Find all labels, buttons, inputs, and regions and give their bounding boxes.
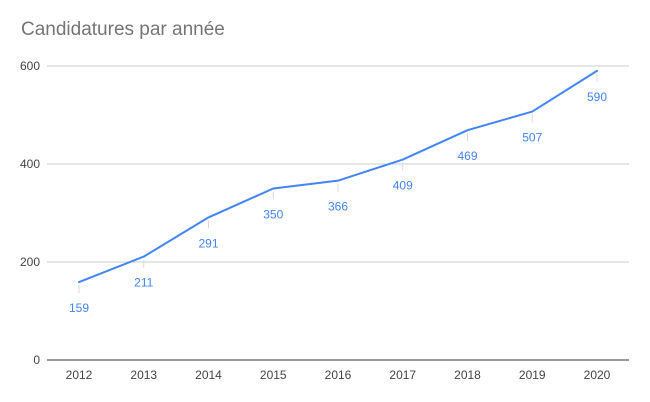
- y-tick-label: 600: [20, 59, 40, 73]
- x-tick-label: 2020: [584, 368, 611, 382]
- data-label: 291: [198, 236, 218, 250]
- x-tick-label: 2012: [66, 368, 93, 382]
- data-label: 590: [587, 90, 607, 104]
- y-tick-label: 200: [20, 255, 40, 269]
- x-tick-label: 2013: [130, 368, 157, 382]
- data-label: 507: [522, 131, 542, 145]
- data-label: 366: [328, 200, 348, 214]
- x-tick-label: 2016: [325, 368, 352, 382]
- x-tick-label: 2017: [389, 368, 416, 382]
- chart-title: Candidatures par année: [21, 19, 225, 40]
- y-tick-label: 400: [20, 157, 40, 171]
- data-label: 409: [393, 179, 413, 193]
- x-tick-label: 2019: [519, 368, 546, 382]
- y-tick-label: 0: [33, 353, 40, 367]
- x-tick-label: 2018: [454, 368, 481, 382]
- data-label: 211: [134, 276, 153, 290]
- x-tick-label: 2015: [260, 368, 287, 382]
- x-tick-label: 2014: [195, 368, 222, 382]
- data-label: 159: [69, 301, 89, 315]
- data-label: 350: [263, 208, 283, 222]
- series-line: [78, 69, 598, 284]
- data-label: 469: [457, 149, 477, 163]
